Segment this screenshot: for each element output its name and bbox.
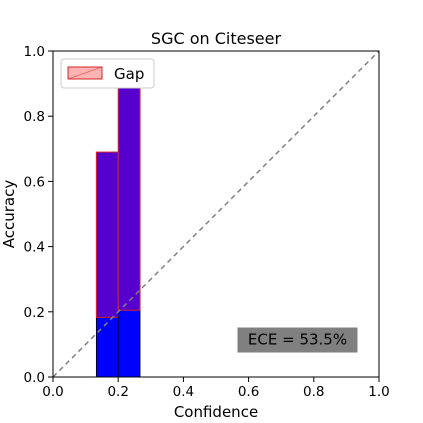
legend-gap-label: Gap — [114, 65, 144, 83]
y-tick-label-1: 0.2 — [24, 305, 45, 321]
legend-hatch-line — [67, 66, 103, 80]
y-axis-label: Accuracy — [0, 180, 18, 249]
x-tick-label-5: 1.0 — [368, 384, 389, 400]
x-tick-label-2: 0.4 — [173, 384, 194, 400]
ece-text: ECE = 53.5% — [248, 331, 347, 349]
chart-title: SGC on Citeseer — [151, 29, 282, 48]
plot-frame — [52, 50, 380, 378]
x-tick-label-1: 0.2 — [107, 384, 128, 400]
bars-group — [95, 71, 141, 378]
gap-bar-0 — [95, 151, 119, 318]
y-tick-label-4: 0.8 — [24, 109, 45, 125]
y-tick-label-3: 0.6 — [24, 174, 45, 190]
legend: Gap — [60, 58, 155, 89]
x-tick-label-0: 0.0 — [42, 384, 63, 400]
y-tick-label-2: 0.4 — [24, 240, 45, 256]
x-axis-label: Confidence — [174, 403, 258, 421]
accuracy-bar-0 — [95, 316, 119, 378]
gap-bar-1 — [117, 71, 141, 311]
y-tick-label-0: 0.0 — [24, 370, 45, 386]
legend-box — [60, 58, 155, 89]
plot-area — [52, 50, 380, 378]
x-tick-label-3: 0.6 — [238, 384, 259, 400]
accuracy-bar-1 — [117, 309, 141, 378]
x-axis-ticks: 0.0 0.2 0.4 0.6 0.8 1.0 — [42, 377, 390, 400]
ece-annotation: ECE = 53.5% — [237, 327, 358, 353]
y-axis-ticks: 0.0 0.2 0.4 0.6 0.8 1.0 — [24, 44, 53, 386]
y-tick-label-5: 1.0 — [24, 44, 45, 60]
perfect-calibration-line — [52, 50, 380, 378]
ece-box — [237, 327, 358, 353]
x-tick-label-4: 0.8 — [303, 384, 324, 400]
